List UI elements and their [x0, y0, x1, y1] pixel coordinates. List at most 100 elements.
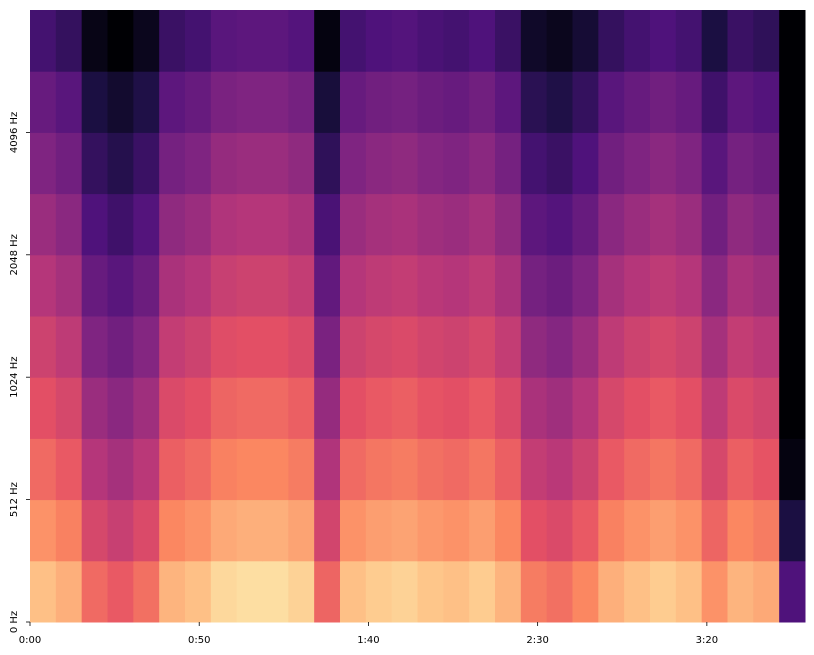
cell	[81, 193, 108, 256]
cell	[779, 10, 806, 72]
cell	[30, 71, 57, 133]
cell	[495, 560, 522, 623]
cell	[340, 132, 367, 195]
cell	[417, 71, 444, 133]
cell	[107, 132, 134, 195]
cell	[55, 377, 83, 439]
cell	[546, 316, 573, 378]
cell	[753, 377, 780, 439]
cell	[753, 10, 780, 72]
cell	[210, 132, 238, 195]
cell	[210, 71, 238, 133]
cell	[598, 560, 625, 623]
cell	[30, 132, 57, 195]
cell	[753, 438, 780, 501]
cell	[624, 377, 651, 439]
cell	[391, 132, 418, 195]
cell	[753, 560, 780, 623]
cell	[314, 438, 341, 501]
x-tick-label: 1:40	[357, 635, 379, 646]
cell	[675, 316, 703, 378]
cell	[159, 560, 186, 623]
cell	[391, 10, 418, 72]
cell	[546, 377, 573, 439]
cell	[546, 438, 573, 501]
cell	[55, 193, 83, 256]
cell	[236, 499, 263, 562]
cell	[81, 10, 108, 72]
cell	[727, 193, 754, 256]
cell	[55, 71, 83, 133]
cell	[753, 132, 780, 195]
cell	[546, 560, 573, 623]
cell	[340, 438, 367, 501]
cell	[107, 560, 134, 623]
cell	[598, 254, 625, 317]
cell	[753, 316, 780, 378]
cell	[185, 71, 212, 133]
cell	[159, 10, 186, 72]
cell	[546, 132, 573, 195]
cell	[133, 71, 160, 133]
cell	[365, 254, 393, 317]
cell	[236, 438, 263, 501]
cell	[443, 71, 470, 133]
cell	[572, 438, 599, 501]
cell	[753, 499, 780, 562]
cell	[598, 71, 625, 133]
cell	[727, 254, 754, 317]
cell	[81, 377, 108, 439]
y-tick-label: 512 Hz	[9, 482, 20, 517]
cell	[30, 10, 57, 72]
cell	[727, 499, 754, 562]
cell	[650, 499, 677, 562]
cell	[236, 560, 263, 623]
cell	[495, 254, 522, 317]
cell	[624, 438, 651, 501]
cell	[469, 10, 496, 72]
cell	[314, 316, 341, 378]
y-tick-label: 1024 Hz	[9, 356, 20, 397]
x-tick-label: 2:30	[526, 635, 548, 646]
cell	[107, 316, 134, 378]
cell	[55, 132, 83, 195]
cell	[520, 438, 548, 501]
cell	[417, 193, 444, 256]
cell	[546, 71, 573, 133]
cell	[727, 132, 754, 195]
cell	[520, 10, 548, 72]
cell	[55, 438, 83, 501]
cell	[185, 438, 212, 501]
cell	[598, 316, 625, 378]
cell	[650, 560, 677, 623]
cell	[572, 10, 599, 72]
cell	[262, 132, 289, 195]
cell	[624, 560, 651, 623]
cell	[675, 193, 703, 256]
cell	[365, 132, 393, 195]
cell	[210, 10, 238, 72]
cell	[236, 10, 263, 72]
cell	[365, 193, 393, 256]
cell	[572, 377, 599, 439]
y-tick-label: 2048 Hz	[9, 234, 20, 275]
cell	[675, 499, 703, 562]
cell	[572, 193, 599, 256]
cell	[469, 193, 496, 256]
cell	[779, 193, 806, 256]
cell	[675, 377, 703, 439]
cell	[417, 438, 444, 501]
cell	[365, 438, 393, 501]
cell	[701, 499, 728, 562]
cell	[443, 132, 470, 195]
cell	[469, 377, 496, 439]
cell	[624, 316, 651, 378]
x-tick-label: 3:20	[696, 635, 718, 646]
x-tick-label: 0:00	[19, 635, 41, 646]
cell	[598, 193, 625, 256]
cell	[365, 71, 393, 133]
cell	[107, 10, 134, 72]
cell	[572, 316, 599, 378]
cell	[650, 377, 677, 439]
cell	[314, 71, 341, 133]
